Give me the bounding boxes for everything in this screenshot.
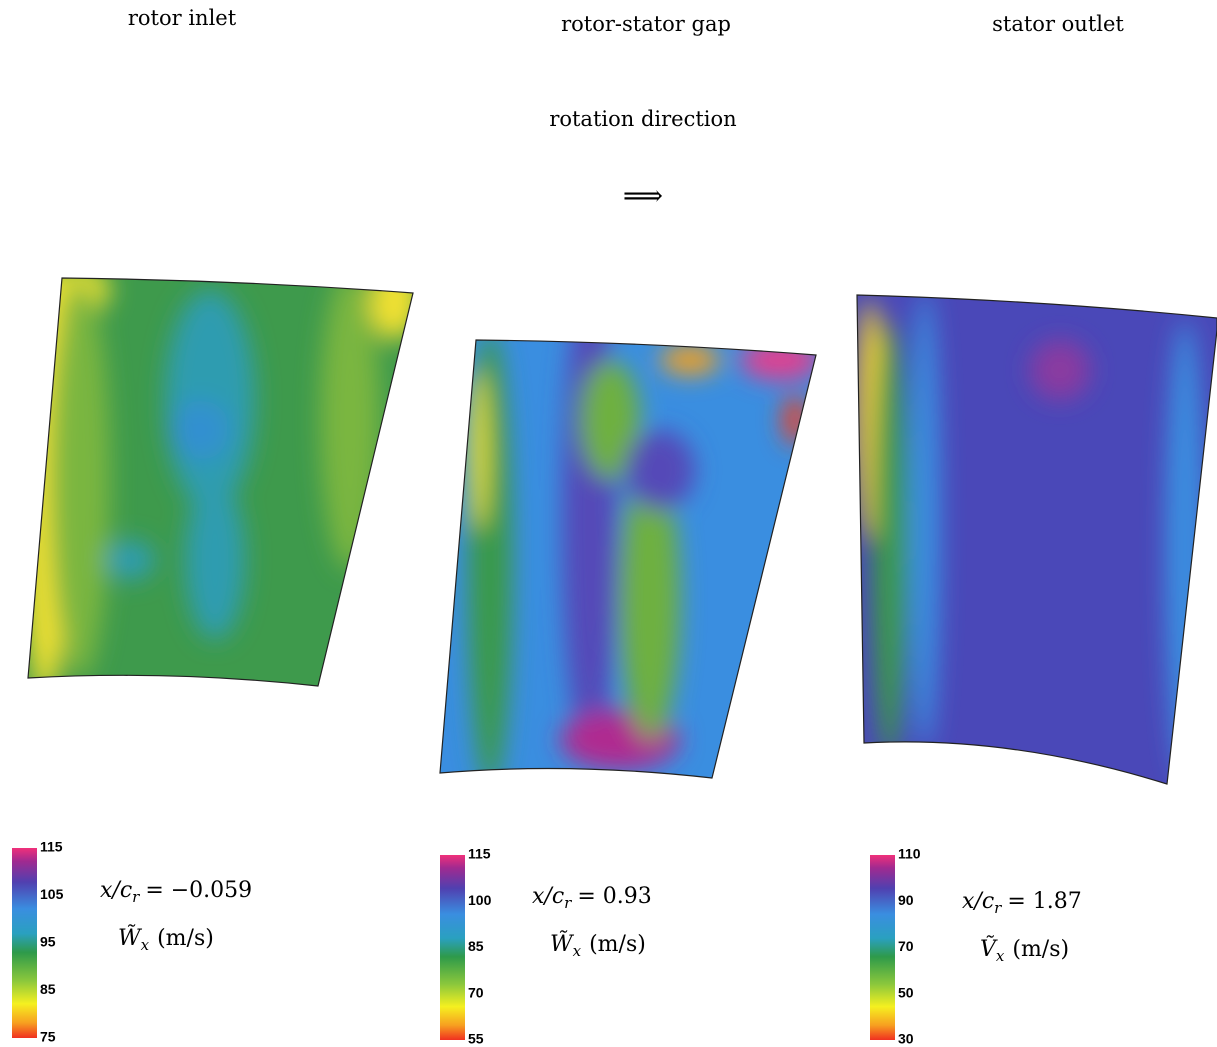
colorbar-tick-label: 30 (898, 1031, 914, 1047)
contour-field (430, 280, 830, 790)
contour-field (20, 260, 420, 700)
quantity-unit: (m/s) (589, 932, 646, 957)
colorbar-tick-label: 115 (468, 846, 491, 862)
rotation-label: rotation direction (549, 107, 736, 131)
quantity-symbol: W̃ (118, 925, 143, 951)
position-sub: r (564, 894, 572, 912)
quantity-sub: x (573, 942, 582, 960)
colorbar-tick-label: 70 (898, 938, 914, 954)
position-rhs: = 0.93 (577, 884, 651, 909)
colorbar-tick-label: 90 (898, 892, 914, 908)
position-label: x/cr = 1.87 (962, 889, 1082, 917)
colorbar-tick-label: 55 (468, 1031, 484, 1047)
position-rhs: = 1.87 (1007, 889, 1081, 914)
position-label: x/cr = −0.059 (100, 878, 252, 906)
position-rhs: = −0.059 (145, 878, 252, 903)
position-lhs: x/c (532, 884, 564, 909)
figure: rotor inlet rotor-stator gap stator outl… (0, 0, 1217, 1047)
contour-field (850, 290, 1217, 790)
quantity-label: W̃x (m/s) (550, 931, 646, 960)
colorbar-tick-label: 115 (40, 839, 63, 855)
colorbar (870, 855, 895, 1040)
panel-title: rotor inlet (128, 6, 237, 30)
colorbar-tick-label: 85 (40, 981, 56, 997)
position-sub: r (132, 888, 140, 906)
colorbar-tick-label: 50 (898, 984, 914, 1000)
colorbar-tick-label: 105 (40, 886, 64, 902)
position-sub: r (994, 899, 1002, 917)
quantity-sub: x (996, 947, 1005, 965)
colorbar-tick-label: 110 (898, 846, 921, 862)
quantity-label: W̃x (m/s) (118, 925, 214, 954)
colorbar (12, 848, 37, 1038)
colorbar-tick-label: 85 (468, 938, 484, 954)
quantity-label: Ṽx(m/s) (980, 934, 1069, 965)
quantity-unit: (m/s) (157, 926, 214, 951)
rotation-arrow: ⟹ (623, 179, 663, 212)
colorbar-tick-label: 75 (40, 1029, 56, 1045)
colorbar-tick-label: 100 (468, 892, 492, 908)
position-lhs: x/c (962, 889, 994, 914)
panel-title: rotor-stator gap (561, 12, 731, 36)
panel-title: stator outlet (992, 12, 1124, 36)
colorbar-tick-label: 70 (468, 984, 484, 1000)
colorbar-tick-label: 95 (40, 934, 56, 950)
colorbar (440, 855, 465, 1040)
quantity-unit: (m/s) (1012, 937, 1069, 962)
position-label: x/cr = 0.93 (532, 884, 652, 912)
position-lhs: x/c (100, 878, 132, 903)
quantity-symbol: W̃ (550, 931, 575, 957)
quantity-sub: x (141, 936, 150, 954)
